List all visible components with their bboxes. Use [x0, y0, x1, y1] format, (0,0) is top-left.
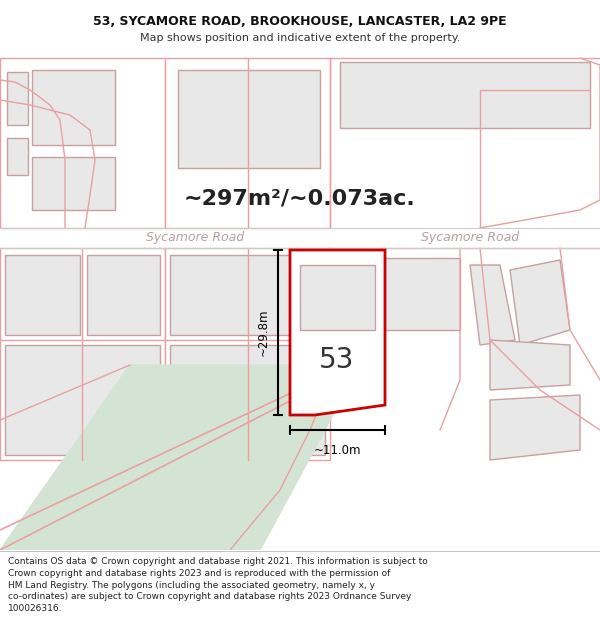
- Text: ~29.8m: ~29.8m: [257, 309, 270, 356]
- Polygon shape: [7, 138, 28, 175]
- Polygon shape: [0, 248, 165, 460]
- Text: Sycamore Road: Sycamore Road: [146, 231, 244, 244]
- Polygon shape: [510, 260, 570, 345]
- Polygon shape: [170, 255, 325, 335]
- Polygon shape: [340, 62, 590, 128]
- Polygon shape: [87, 255, 160, 335]
- Text: Map shows position and indicative extent of the property.: Map shows position and indicative extent…: [140, 33, 460, 43]
- Polygon shape: [340, 258, 460, 330]
- Polygon shape: [0, 58, 165, 228]
- Polygon shape: [490, 340, 570, 390]
- Polygon shape: [0, 365, 360, 550]
- Text: Sycamore Road: Sycamore Road: [421, 231, 519, 244]
- Polygon shape: [32, 70, 115, 145]
- Text: ~297m²/~0.073ac.: ~297m²/~0.073ac.: [184, 188, 416, 208]
- Text: 53, SYCAMORE ROAD, BROOKHOUSE, LANCASTER, LA2 9PE: 53, SYCAMORE ROAD, BROOKHOUSE, LANCASTER…: [93, 15, 507, 28]
- Text: Contains OS data © Crown copyright and database right 2021. This information is : Contains OS data © Crown copyright and d…: [8, 557, 428, 613]
- Text: ~11.0m: ~11.0m: [314, 444, 361, 457]
- Polygon shape: [5, 345, 160, 455]
- Polygon shape: [32, 157, 115, 210]
- Polygon shape: [470, 265, 515, 345]
- Polygon shape: [165, 58, 330, 228]
- Polygon shape: [300, 265, 375, 330]
- Polygon shape: [165, 248, 330, 460]
- Polygon shape: [170, 345, 325, 455]
- Polygon shape: [7, 72, 28, 125]
- Polygon shape: [5, 255, 80, 335]
- Text: 53: 53: [319, 346, 355, 374]
- Polygon shape: [178, 70, 320, 168]
- Polygon shape: [490, 395, 580, 460]
- Polygon shape: [290, 250, 385, 415]
